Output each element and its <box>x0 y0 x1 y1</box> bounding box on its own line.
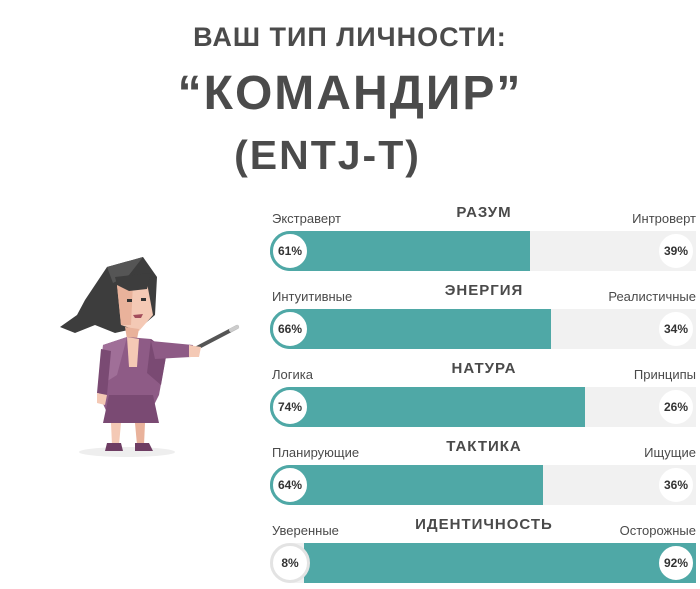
trait-identity: ИДЕНТИЧНОСТЬ Уверенные Осторожные 8% 92% <box>270 516 698 589</box>
trait-left-label: Интуитивные <box>272 289 353 304</box>
trait-nature: НАТУРА Логика Принципы 74% 26% <box>270 360 698 433</box>
trait-left-label: Планирующие <box>272 445 360 460</box>
trait-left-percent: 66% <box>270 309 310 349</box>
trait-right-label: Интроверт <box>632 211 696 226</box>
trait-right-percent: 36% <box>656 465 696 505</box>
trait-right-label: Реалистичные <box>608 289 696 304</box>
trait-bar-fill <box>270 387 585 427</box>
trait-bar-fill <box>270 231 530 271</box>
trait-right-percent: 92% <box>656 543 696 583</box>
commander-illustration <box>60 257 239 457</box>
trait-left-percent: 74% <box>270 387 310 427</box>
trait-bar: 64% 36% <box>270 465 696 505</box>
trait-bar-fill <box>270 465 543 505</box>
trait-left-percent: 64% <box>270 465 310 505</box>
trait-title: ЭНЕРГИЯ <box>444 282 524 299</box>
trait-right-percent: 39% <box>656 231 696 271</box>
result-heading: ВАШ ТИП ЛИЧНОСТИ: <box>193 22 507 52</box>
trait-right-label: Осторожные <box>619 523 696 538</box>
trait-bar: 61% 39% <box>270 231 696 271</box>
trait-bar-fill <box>270 309 551 349</box>
trait-bar: 74% 26% <box>270 387 696 427</box>
trait-bar: 8% 92% <box>270 543 696 583</box>
trait-tactics: ТАКТИКА Планирующие Ищущие 64% 36% <box>270 438 698 511</box>
personality-type-name: “КОМАНДИР” <box>177 67 523 120</box>
trait-mind: РАЗУМ Экстраверт Интроверт 61% 39% <box>270 204 698 277</box>
trait-right-percent: 34% <box>656 309 696 349</box>
trait-left-percent: 8% <box>270 543 310 583</box>
trait-left-percent: 61% <box>270 231 310 271</box>
trait-right-label: Принципы <box>633 367 696 382</box>
trait-title: РАЗУМ <box>456 204 512 221</box>
trait-right-percent: 26% <box>656 387 696 427</box>
personality-type-code: (ENTJ-T) <box>234 132 421 178</box>
trait-right-label: Ищущие <box>644 445 696 460</box>
trait-left-label: Экстраверт <box>272 211 341 226</box>
trait-title: ТАКТИКА <box>446 438 522 455</box>
trait-left-label: Уверенные <box>272 523 339 538</box>
trait-title: НАТУРА <box>451 360 517 377</box>
trait-title: ИДЕНТИЧНОСТЬ <box>415 516 553 533</box>
trait-bar: 66% 34% <box>270 309 696 349</box>
trait-left-label: Логика <box>272 367 313 382</box>
trait-bar-fill <box>304 543 696 583</box>
trait-energy: ЭНЕРГИЯ Интуитивные Реалистичные 66% 34% <box>270 282 698 355</box>
